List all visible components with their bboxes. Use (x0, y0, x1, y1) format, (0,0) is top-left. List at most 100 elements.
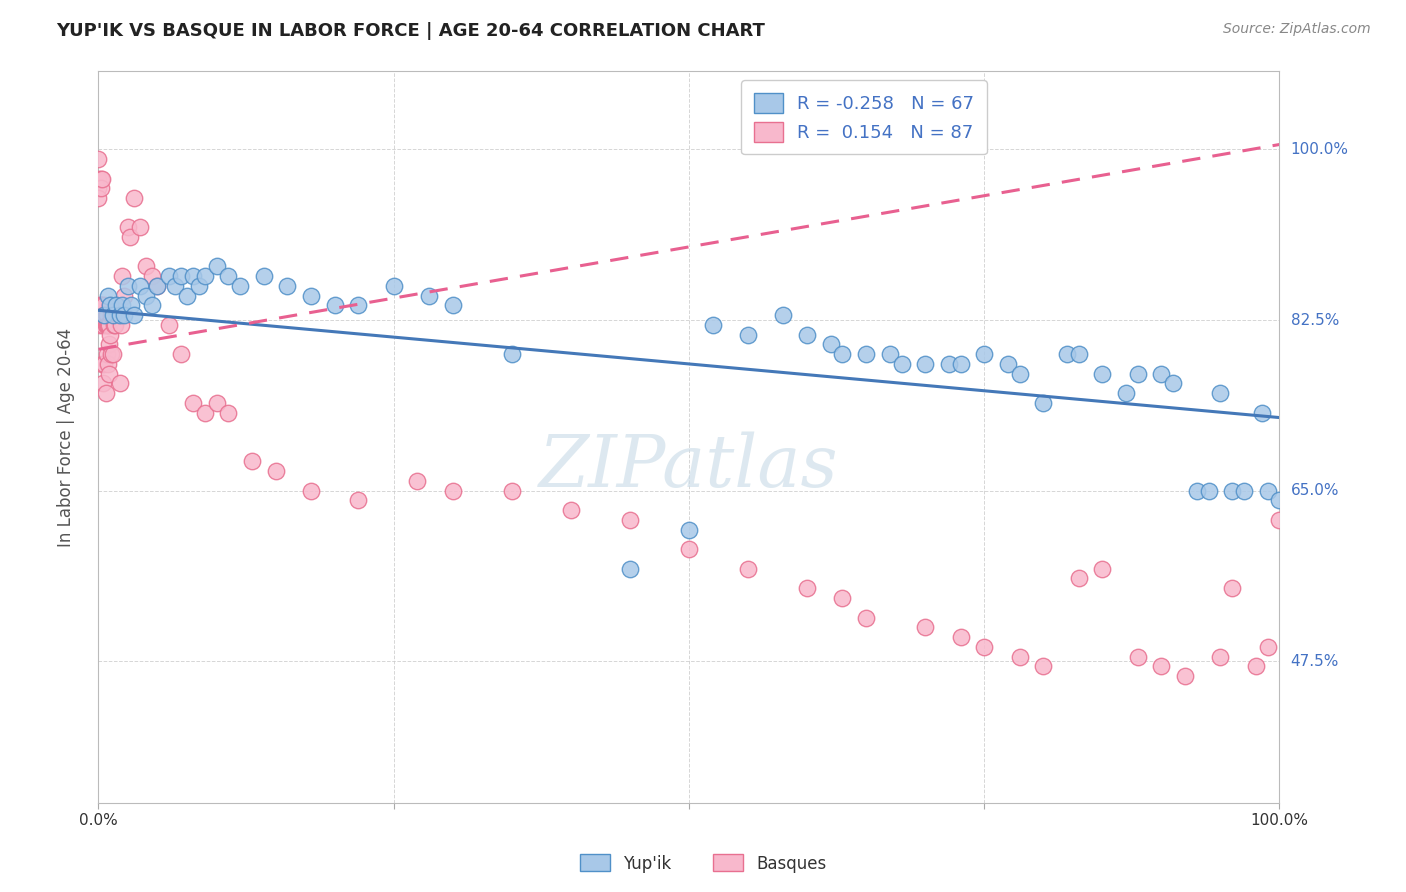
Point (1209, 386, 1232, 401)
Text: 47.5%: 47.5% (1291, 654, 1339, 669)
Point (997, 357, 1019, 371)
Point (97, 318, 120, 332)
Point (831, 591, 853, 605)
Point (796, 581, 818, 595)
Point (560, 503, 582, 517)
Point (1032, 659, 1054, 673)
Point (117, 220, 139, 235)
Point (87, 171, 110, 186)
Point (501, 483, 523, 498)
Point (205, 260, 228, 274)
Point (98, 298, 121, 312)
Point (205, 396, 228, 410)
Legend: R = -0.258   N = 67, R =  0.154   N = 87: R = -0.258 N = 67, R = 0.154 N = 87 (741, 80, 987, 154)
Point (187, 279, 209, 293)
Point (100, 347, 122, 361)
Point (157, 269, 180, 284)
Point (855, 347, 877, 361)
Point (914, 357, 936, 371)
Point (98, 337, 121, 351)
Point (1268, 513, 1291, 527)
Point (1067, 347, 1090, 361)
Point (135, 288, 157, 302)
Point (1198, 483, 1220, 498)
Point (1220, 581, 1243, 595)
Point (1115, 386, 1137, 401)
Point (276, 279, 298, 293)
Point (98, 327, 121, 342)
Point (1161, 376, 1184, 391)
Point (253, 269, 276, 284)
Point (181, 269, 204, 284)
Point (181, 396, 204, 410)
Point (90, 171, 112, 186)
Point (441, 483, 464, 498)
Point (128, 220, 150, 235)
Point (323, 298, 346, 312)
Point (91, 298, 114, 312)
Point (93, 308, 115, 322)
Point (1220, 483, 1243, 498)
Point (97, 357, 120, 371)
Point (890, 357, 912, 371)
Point (264, 464, 287, 478)
Point (1056, 347, 1078, 361)
Text: 65.0%: 65.0% (1291, 483, 1339, 499)
Point (1185, 483, 1208, 498)
Point (96, 318, 118, 332)
Point (91, 357, 114, 371)
Point (772, 308, 794, 322)
Point (1126, 649, 1149, 664)
Point (105, 308, 128, 322)
Point (117, 279, 139, 293)
Point (128, 279, 150, 293)
Point (91, 171, 114, 186)
Point (229, 279, 252, 293)
Point (107, 308, 129, 322)
Point (1233, 483, 1256, 498)
Point (91, 318, 114, 332)
Point (146, 279, 169, 293)
Text: YUP'IK VS BASQUE IN LABOR FORCE | AGE 20-64 CORRELATION CHART: YUP'IK VS BASQUE IN LABOR FORCE | AGE 20… (56, 22, 765, 40)
Point (1126, 367, 1149, 381)
Point (91, 376, 114, 391)
Point (170, 347, 193, 361)
Point (112, 308, 135, 322)
Point (194, 406, 217, 420)
Point (914, 620, 936, 634)
Point (170, 269, 193, 284)
Point (949, 357, 972, 371)
Point (973, 640, 995, 654)
Point (1091, 562, 1114, 576)
Point (796, 327, 818, 342)
Point (90, 181, 112, 195)
Point (105, 298, 128, 312)
Point (122, 191, 145, 205)
Point (89, 298, 111, 312)
Point (110, 318, 132, 332)
Point (176, 288, 198, 302)
Point (97, 288, 120, 302)
Point (87, 191, 110, 205)
Point (973, 347, 995, 361)
Point (678, 542, 700, 557)
Point (737, 562, 759, 576)
Point (1008, 649, 1031, 664)
Point (101, 308, 124, 322)
Point (619, 513, 641, 527)
Point (855, 610, 877, 624)
Point (146, 279, 169, 293)
Point (678, 523, 700, 537)
Point (111, 269, 134, 284)
Point (94, 386, 117, 401)
Point (217, 269, 239, 284)
Point (299, 483, 322, 498)
Point (87, 152, 110, 166)
Point (619, 562, 641, 576)
Point (112, 288, 135, 302)
Point (1174, 669, 1197, 683)
Point (441, 298, 464, 312)
Point (93, 308, 115, 322)
Point (1032, 396, 1054, 410)
Point (98, 318, 121, 332)
